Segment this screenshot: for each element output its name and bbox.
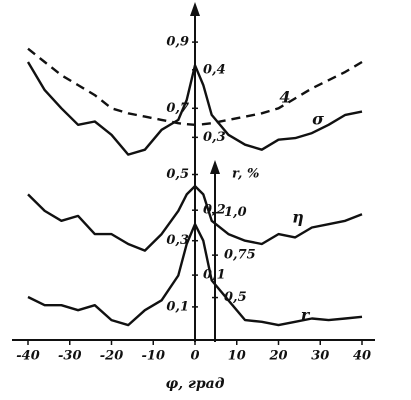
x-tick-label: -40 bbox=[16, 349, 40, 364]
y-tick-label: 0,9 bbox=[166, 35, 189, 50]
y-tick-label: 1,0 bbox=[224, 205, 247, 220]
x-tick-label: 40 bbox=[353, 349, 371, 364]
x-tick-label: -20 bbox=[100, 349, 124, 364]
series-line bbox=[27, 47, 363, 126]
series-line bbox=[27, 184, 363, 252]
y-tick-label: 0,7 bbox=[166, 101, 189, 116]
y-tick-label: 0,4 bbox=[203, 62, 226, 77]
series-line bbox=[27, 223, 363, 327]
x-tick-label: -30 bbox=[58, 349, 82, 364]
x-axis-label: φ, град bbox=[166, 376, 225, 392]
x-tick-label: 10 bbox=[228, 349, 246, 364]
x-tick-label: 20 bbox=[268, 349, 287, 364]
x-tick-label: 30 bbox=[311, 349, 329, 364]
r-axis-label: r, % bbox=[232, 167, 259, 182]
y-axis-arrow bbox=[190, 2, 200, 16]
y-tick-label: 0,3 bbox=[203, 130, 226, 145]
series-label: r bbox=[301, 306, 311, 325]
y-tick-label: 0,1 bbox=[203, 268, 226, 283]
series-label: 4 bbox=[279, 88, 290, 107]
x-tick-label: 0 bbox=[190, 349, 199, 364]
x-tick-label: -10 bbox=[142, 349, 166, 364]
series-line bbox=[26, 61, 363, 156]
r-axis-arrow bbox=[210, 160, 220, 174]
series-label: σ bbox=[312, 110, 324, 129]
series-label: η bbox=[292, 208, 304, 227]
y-tick-label: 0,3 bbox=[166, 233, 189, 248]
y-tick-label: 0,5 bbox=[166, 167, 189, 182]
y-tick-label: 0,1 bbox=[166, 299, 189, 314]
y-tick-label: 0,75 bbox=[224, 248, 256, 263]
